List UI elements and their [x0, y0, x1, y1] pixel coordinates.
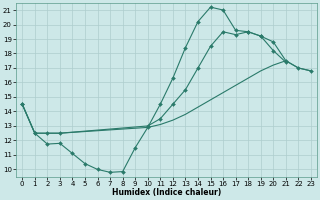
X-axis label: Humidex (Indice chaleur): Humidex (Indice chaleur) [112, 188, 221, 197]
